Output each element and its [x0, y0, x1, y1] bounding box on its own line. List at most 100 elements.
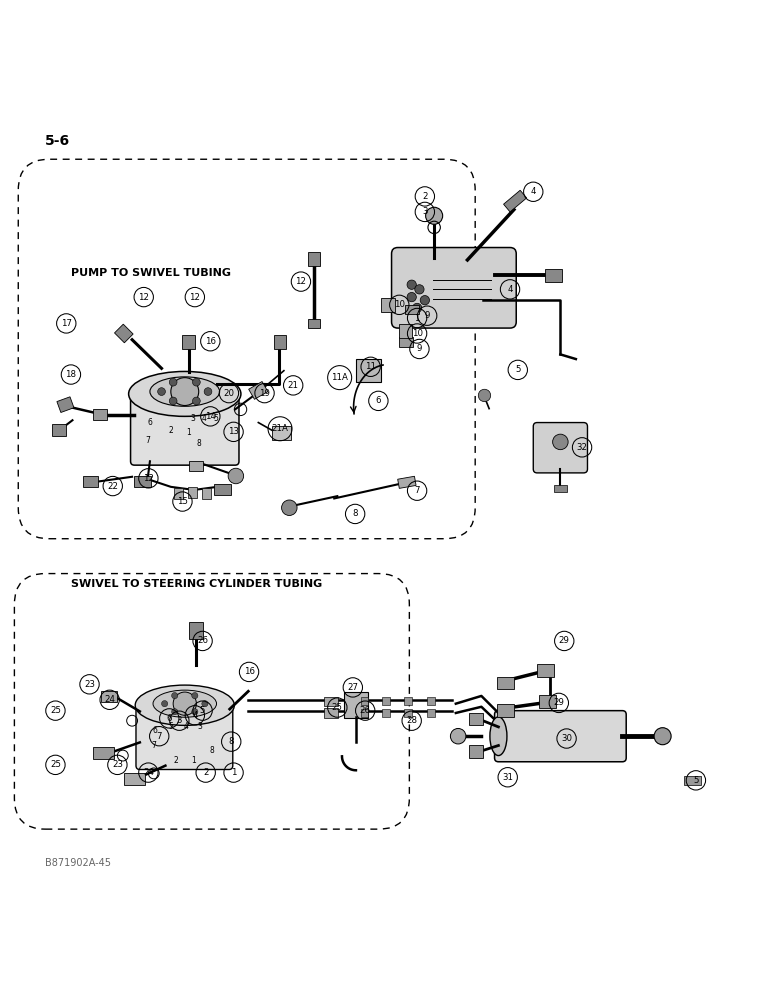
Text: 2: 2 — [173, 756, 178, 765]
Text: 16: 16 — [243, 667, 254, 676]
Text: 2: 2 — [422, 192, 427, 201]
Text: 3: 3 — [422, 207, 427, 216]
Text: 24: 24 — [143, 768, 154, 777]
Text: 12: 12 — [143, 474, 154, 483]
Text: 28: 28 — [406, 716, 417, 725]
Ellipse shape — [150, 377, 220, 406]
Bar — [504, 190, 526, 212]
Bar — [545, 269, 562, 282]
Circle shape — [192, 709, 198, 715]
Text: 4: 4 — [192, 711, 197, 720]
Bar — [539, 695, 555, 708]
Text: 15: 15 — [177, 497, 188, 506]
Bar — [399, 324, 413, 338]
Text: 29: 29 — [558, 636, 569, 645]
Text: 3: 3 — [198, 722, 203, 731]
Bar — [202, 488, 211, 499]
Text: 17: 17 — [61, 319, 72, 328]
Text: 13: 13 — [228, 427, 239, 436]
Circle shape — [158, 388, 165, 395]
Bar — [324, 708, 338, 718]
Bar — [554, 485, 566, 492]
Text: 11A: 11A — [332, 373, 348, 382]
Circle shape — [172, 709, 178, 715]
Ellipse shape — [490, 717, 507, 756]
Text: 4: 4 — [530, 187, 536, 196]
Bar — [497, 704, 514, 717]
Bar — [101, 691, 117, 702]
Text: 3: 3 — [176, 716, 182, 725]
Bar — [271, 426, 291, 440]
Text: SWIVEL TO STEERING CYLINDER TUBING: SWIVEL TO STEERING CYLINDER TUBING — [71, 579, 322, 589]
Text: 26: 26 — [360, 706, 370, 715]
Text: 21A: 21A — [271, 424, 289, 433]
Text: 1: 1 — [231, 768, 236, 777]
Circle shape — [426, 207, 443, 224]
Circle shape — [478, 389, 491, 402]
Bar — [360, 709, 368, 717]
Circle shape — [450, 728, 466, 744]
Bar — [324, 697, 338, 706]
Ellipse shape — [153, 690, 217, 717]
Bar — [382, 709, 390, 717]
FancyBboxPatch shape — [534, 423, 587, 473]
Text: 22: 22 — [107, 482, 119, 491]
Text: 32: 32 — [576, 443, 587, 452]
Text: 10: 10 — [412, 329, 423, 338]
Text: 10: 10 — [394, 300, 405, 309]
Circle shape — [204, 388, 212, 395]
Bar — [115, 324, 133, 343]
Ellipse shape — [129, 371, 241, 416]
Bar — [51, 424, 66, 436]
Text: 5-6: 5-6 — [45, 134, 70, 148]
Circle shape — [169, 397, 177, 405]
Text: 6: 6 — [167, 714, 172, 723]
Text: 12: 12 — [296, 277, 307, 286]
Text: 5: 5 — [200, 706, 205, 715]
Text: 14: 14 — [205, 412, 216, 421]
Text: 12: 12 — [190, 293, 200, 302]
Text: 5: 5 — [168, 722, 173, 731]
Circle shape — [407, 292, 417, 302]
Bar — [406, 305, 420, 314]
Text: 6: 6 — [376, 396, 381, 405]
Text: 7: 7 — [151, 741, 156, 750]
Bar — [427, 697, 435, 705]
Circle shape — [228, 468, 243, 484]
Text: 6: 6 — [153, 726, 158, 735]
FancyBboxPatch shape — [392, 248, 516, 328]
Circle shape — [413, 303, 422, 313]
Text: 7: 7 — [414, 486, 420, 495]
Bar — [134, 476, 151, 487]
Bar — [537, 664, 554, 677]
Text: 29: 29 — [553, 698, 564, 707]
Circle shape — [169, 378, 177, 386]
Text: 30: 30 — [561, 734, 572, 743]
Text: 25: 25 — [50, 706, 61, 715]
Text: 24: 24 — [105, 695, 115, 704]
Text: 23: 23 — [84, 680, 95, 689]
Text: 5: 5 — [213, 414, 218, 423]
FancyBboxPatch shape — [130, 392, 239, 465]
Circle shape — [202, 701, 208, 707]
Circle shape — [172, 693, 178, 699]
Text: 2: 2 — [203, 768, 208, 777]
Text: 7: 7 — [145, 436, 150, 445]
Circle shape — [161, 701, 168, 707]
Text: 5: 5 — [515, 365, 520, 374]
Bar — [57, 397, 74, 412]
Text: 7: 7 — [157, 732, 162, 741]
Bar — [497, 677, 514, 689]
Circle shape — [654, 728, 671, 745]
Ellipse shape — [135, 685, 234, 725]
Text: 4: 4 — [202, 414, 207, 423]
Text: 4: 4 — [507, 285, 512, 294]
Text: 27: 27 — [347, 683, 358, 692]
Text: 9: 9 — [424, 311, 430, 320]
Text: 9: 9 — [417, 344, 422, 353]
Text: 4: 4 — [184, 722, 189, 731]
Text: 8: 8 — [197, 439, 201, 448]
Text: 1: 1 — [192, 756, 197, 765]
Bar — [94, 747, 114, 759]
Text: 20: 20 — [223, 389, 235, 398]
